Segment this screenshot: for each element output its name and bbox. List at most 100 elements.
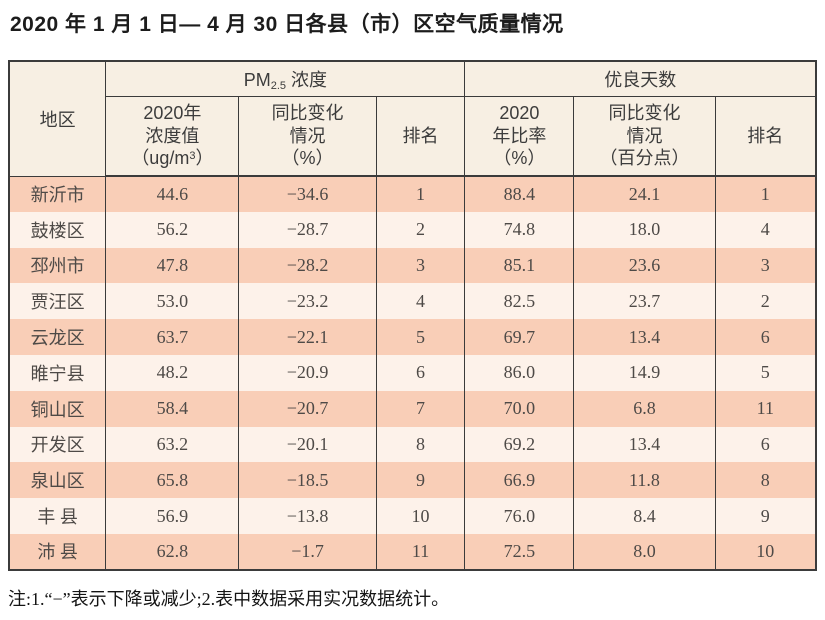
ratio-value-cell: 76.0 xyxy=(464,498,575,534)
pm25-value-cell: 63.7 xyxy=(105,319,240,355)
good-days-rank-cell: 9 xyxy=(714,498,817,534)
good-days-rank-cell: 2 xyxy=(714,283,817,320)
pm-subscript: 2.5 xyxy=(270,79,287,92)
good-days-rank-cell: 5 xyxy=(714,354,817,391)
table-header: 地区 PM2.5 浓度 优良天数 2020年 浓度值 （ug/m3） 同比变化 … xyxy=(8,61,817,177)
ratio-change-cell: 8.4 xyxy=(573,498,716,534)
pm25-change-cell: −20.7 xyxy=(238,390,377,427)
table-row: 睢宁县 48.2 −20.9 6 86.0 14.9 5 xyxy=(8,354,817,391)
conc-header-line1: 2020年 xyxy=(143,103,202,123)
table-row: 开发区 63.2 −20.1 8 69.2 13.4 6 xyxy=(8,426,817,463)
table-row: 丰 县 56.9 −13.8 10 76.0 8.4 9 xyxy=(8,498,817,534)
table-row: 鼓楼区 56.2 −28.7 2 74.8 18.0 4 xyxy=(8,211,817,248)
sub-header-row: 2020年 浓度值 （ug/m3） 同比变化 情况 （%） 排名 2020 年比… xyxy=(9,96,817,177)
pm25-value-cell: 58.4 xyxy=(105,390,240,427)
pm25-change-cell: −18.5 xyxy=(238,462,377,499)
region-cell: 泉山区 xyxy=(8,462,107,499)
pm25-rank-cell: 7 xyxy=(375,390,466,427)
good-days-rank-column-header: 排名 xyxy=(714,96,817,177)
good-days-rank-cell: 11 xyxy=(714,390,817,427)
table-row: 泉山区 65.8 −18.5 9 66.9 11.8 8 xyxy=(8,462,817,499)
pm-label-suffix: 浓度 xyxy=(286,69,328,90)
ratio-value-cell: 82.5 xyxy=(464,283,575,320)
ratio-change-cell: 11.8 xyxy=(573,462,716,499)
pm25-rank-column-header: 排名 xyxy=(375,96,466,177)
pm25-value-cell: 53.0 xyxy=(105,283,240,320)
pm25-value-cell: 56.9 xyxy=(105,498,240,534)
good-days-group-header: 优良天数 xyxy=(464,61,817,97)
ratio-change-cell: 8.0 xyxy=(573,533,716,570)
pm25-rank-cell: 5 xyxy=(375,319,466,355)
ratio-change-cell: 23.7 xyxy=(573,283,716,320)
pm25-change-cell: −28.7 xyxy=(238,211,377,248)
pm25-value-cell: 63.2 xyxy=(105,426,240,463)
ratio-change-cell: 24.1 xyxy=(573,176,716,212)
pm25-value-cell: 65.8 xyxy=(105,462,240,499)
pm25-rank-cell: 1 xyxy=(375,176,466,212)
pm25-value-cell: 56.2 xyxy=(105,211,240,248)
pm25-rank-cell: 8 xyxy=(375,426,466,463)
ratio-value-cell: 66.9 xyxy=(464,462,575,499)
region-cell: 铜山区 xyxy=(8,390,107,427)
pm-label: PM xyxy=(243,69,271,90)
footnote: 注:1.“−”表示下降或减少;2.表中数据采用实况数据统计。 xyxy=(8,589,450,609)
region-cell: 邳州市 xyxy=(8,247,107,284)
good-days-rank-cell: 4 xyxy=(714,211,817,248)
ratio-value-cell: 85.1 xyxy=(464,247,575,284)
concentration-column-header: 2020年 浓度值 （ug/m3） xyxy=(105,96,240,177)
pm25-change-cell: −1.7 xyxy=(238,533,377,570)
pm25-rank-cell: 2 xyxy=(375,211,466,248)
pm25-change-cell: −20.1 xyxy=(238,426,377,463)
good-days-rank-cell: 6 xyxy=(714,319,817,355)
ratio-column-header: 2020 年比率 （%） xyxy=(464,96,575,177)
region-cell: 新沂市 xyxy=(8,176,107,212)
pm25-rank-cell: 10 xyxy=(375,498,466,534)
ratio-change-cell: 13.4 xyxy=(573,426,716,463)
pm25-change-cell: −28.2 xyxy=(238,247,377,284)
table-row: 铜山区 58.4 −20.7 7 70.0 6.8 11 xyxy=(8,390,817,427)
pm25-change-cell: −34.6 xyxy=(238,176,377,212)
pm25-change-cell: −23.2 xyxy=(238,283,377,320)
pm25-rank-cell: 4 xyxy=(375,283,466,320)
air-quality-table-container: 地区 PM2.5 浓度 优良天数 2020年 浓度值 （ug/m3） 同比变化 … xyxy=(8,60,817,571)
table-body: 新沂市 44.6 −34.6 1 88.4 24.1 1 鼓楼区 56.2 −28.7 2 74.8 1… xyxy=(8,176,817,570)
good-days-rank-cell: 10 xyxy=(714,533,817,570)
ratio-value-cell: 88.4 xyxy=(464,176,575,212)
pm25-value-cell: 44.6 xyxy=(105,176,240,212)
ratio-change-cell: 14.9 xyxy=(573,354,716,391)
ratio-change-cell: 23.6 xyxy=(573,247,716,284)
conc-header-unit: （ug/m3） xyxy=(131,148,214,168)
good-days-rank-cell: 3 xyxy=(714,247,817,284)
pm25-value-cell: 48.2 xyxy=(105,354,240,391)
ratio-value-cell: 86.0 xyxy=(464,354,575,391)
region-cell: 沛 县 xyxy=(8,533,107,570)
ratio-value-cell: 69.7 xyxy=(464,319,575,355)
region-column-header: 地区 xyxy=(8,61,107,177)
pm25-change-cell: −20.9 xyxy=(238,354,377,391)
conc-header-line2: 浓度值 xyxy=(145,125,200,146)
ratio-change-cell: 13.4 xyxy=(573,319,716,355)
pm25-rank-cell: 6 xyxy=(375,354,466,391)
ratio-value-cell: 74.8 xyxy=(464,211,575,248)
region-cell: 丰 县 xyxy=(8,498,107,534)
good-days-rank-cell: 1 xyxy=(714,176,817,212)
pm25-rank-cell: 11 xyxy=(375,533,466,570)
region-cell: 贾汪区 xyxy=(8,283,107,320)
pm25-change-cell: −13.8 xyxy=(238,498,377,534)
good-days-rank-cell: 8 xyxy=(714,462,817,499)
ratio-change-cell: 18.0 xyxy=(573,211,716,248)
table-row: 贾汪区 53.0 −23.2 4 82.5 23.7 2 xyxy=(8,283,817,320)
page-title: 2020 年 1 月 1 日— 4 月 30 日各县（市）区空气质量情况 xyxy=(10,13,564,36)
region-cell: 云龙区 xyxy=(8,319,107,355)
region-cell: 鼓楼区 xyxy=(8,211,107,248)
ratio-change-column-header: 同比变化 情况 （百分点） xyxy=(573,96,716,177)
region-cell: 睢宁县 xyxy=(8,354,107,391)
ratio-value-cell: 72.5 xyxy=(464,533,575,570)
pm25-group-header: PM2.5 浓度 xyxy=(105,61,466,97)
ratio-change-cell: 6.8 xyxy=(573,390,716,427)
region-cell: 开发区 xyxy=(8,426,107,463)
table-row: 新沂市 44.6 −34.6 1 88.4 24.1 1 xyxy=(8,176,817,212)
pm25-rank-cell: 9 xyxy=(375,462,466,499)
ratio-value-cell: 69.2 xyxy=(464,426,575,463)
